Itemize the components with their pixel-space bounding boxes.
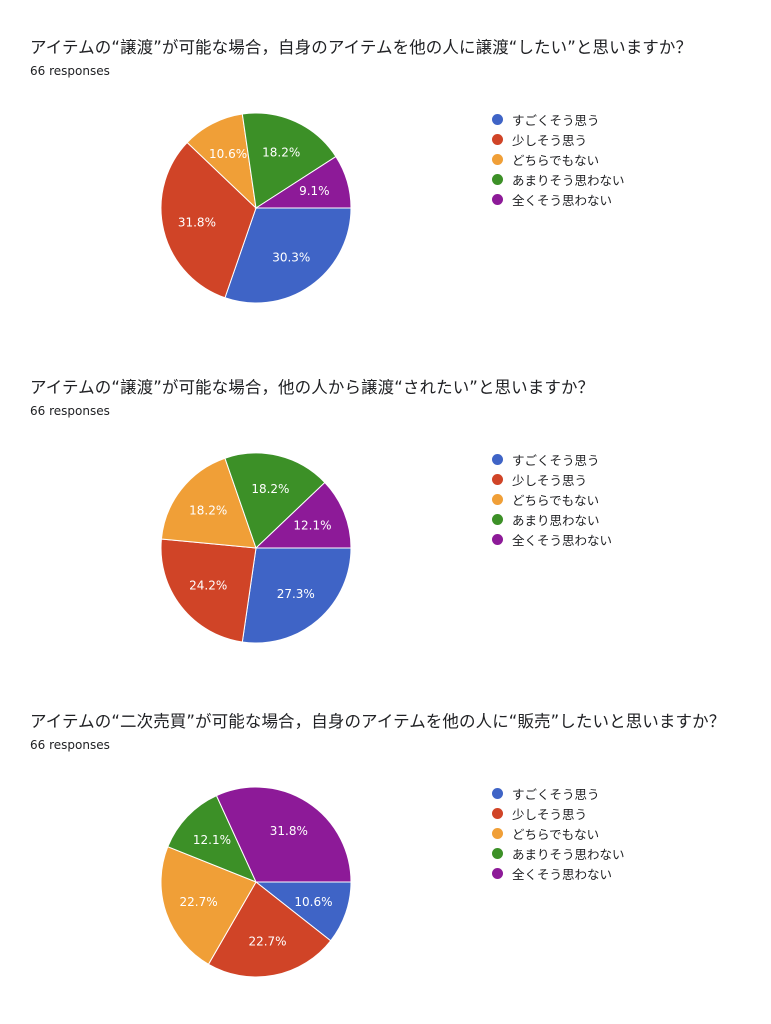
legend-label: あまりそう思わない [512,172,625,188]
legend-label: 全くそう思わない [512,866,613,882]
pie-slice-label: 22.7% [179,895,217,909]
legend-label: あまりそう思わない [512,846,625,862]
legend-swatch [492,787,503,799]
pie-slice [160,846,257,965]
pie-slice-label: 31.8% [178,215,216,229]
legend-item: すごくそう思う [492,783,625,803]
legend-swatch [492,493,503,505]
pie-slice [224,207,352,304]
legend-swatch [492,173,503,185]
legend-swatch [492,193,503,205]
legend-item: 全くそう思わない [492,529,612,549]
chart-3-pie: 10.6% 22.7% 22.7% 12.1% 31.8% [160,786,352,978]
chart-2-legend: すごくそう思う 少しそう思う どちらでもない あまり思わない 全くそう思わない [492,449,612,549]
legend-item: あまり思わない [492,509,612,529]
legend-item: どちらでもない [492,149,625,169]
pie-slice-label: 31.8% [270,824,308,838]
legend-label: あまり思わない [512,512,600,528]
legend-item: すごくそう思う [492,109,625,129]
pie-slice-label: 12.1% [193,833,231,847]
legend-swatch [492,533,503,545]
pie-slice-label: 18.2% [262,146,300,160]
legend-label: すごくそう思う [512,452,600,468]
chart-3-response-count: 66 responses [30,738,110,752]
legend-label: 少しそう思う [512,132,588,148]
legend-swatch [492,153,503,165]
pie-slice-label: 12.1% [293,518,331,532]
chart-1-legend: すごくそう思う 少しそう思う どちらでもない あまりそう思わない 全くそう思わな… [492,109,625,209]
chart-1-pie: 30.3% 31.8% 10.6% 18.2% 9.1% [160,112,352,304]
legend-label: どちらでもない [512,492,600,508]
chart-3-title: アイテムの“二次売買”が可能な場合，自身のアイテムを他の人に“販売”したいと思い… [30,712,726,731]
chart-1-title: アイテムの“譲渡”が可能な場合，自身のアイテムを他の人に譲渡“したい”と思います… [30,38,693,57]
legend-swatch [492,133,503,145]
legend-label: どちらでもない [512,826,600,842]
legend-item: どちらでもない [492,823,625,843]
legend-swatch [492,473,503,485]
legend-swatch [492,113,503,125]
legend-item: 少しそう思う [492,803,625,823]
pie-slice [241,112,337,209]
pie-slice [160,141,257,299]
pie-slice [207,881,332,978]
legend-label: すごくそう思う [512,786,600,802]
legend-swatch [492,807,503,819]
pie-slice-label: 24.2% [189,579,227,593]
legend-item: 全くそう思わない [492,189,625,209]
chart-2-title: アイテムの“譲渡”が可能な場合，他の人から譲渡“されたい”と思いますか？ [30,378,595,397]
chart-1-response-count: 66 responses [30,64,110,78]
pie-slice-label: 30.3% [272,251,310,265]
chart-3: アイテムの“二次売買”が可能な場合，自身のアイテムを他の人に“販売”したいと思い… [0,674,771,1004]
pie-slice-label: 9.1% [299,184,330,198]
legend-item: どちらでもない [492,489,612,509]
chart-2: アイテムの“譲渡”が可能な場合，他の人から譲渡“されたい”と思いますか？ 66 … [0,340,771,670]
pie-slice [167,794,257,883]
pie-slice-label: 10.6% [209,147,247,161]
legend-item: 少しそう思う [492,129,625,149]
chart-3-legend: すごくそう思う 少しそう思う どちらでもない あまりそう思わない 全くそう思わな… [492,783,625,883]
pie-slice-label: 18.2% [189,503,227,517]
legend-swatch [492,453,503,465]
legend-label: 少しそう思う [512,806,588,822]
legend-label: どちらでもない [512,152,600,168]
legend-item: 全くそう思わない [492,863,625,883]
legend-item: すごくそう思う [492,449,612,469]
pie-slice [254,155,352,209]
legend-swatch [492,513,503,525]
chart-2-response-count: 66 responses [30,404,110,418]
pie-slice-label: 18.2% [251,482,289,496]
pie-slice [224,452,326,549]
pie-slice [160,538,257,643]
chart-1: アイテムの“譲渡”が可能な場合，自身のアイテムを他の人に譲渡“したい”と思います… [0,0,771,330]
pie-slice [254,481,352,549]
pie-slice-label: 10.6% [294,895,332,909]
legend-label: 全くそう思わない [512,532,613,548]
legend-item: 少しそう思う [492,469,612,489]
legend-label: すごくそう思う [512,112,600,128]
pie-slice [241,547,352,644]
legend-label: 少しそう思う [512,472,588,488]
legend-item: あまりそう思わない [492,169,625,189]
pie-slice-label: 27.3% [277,587,315,601]
pie-slice [215,786,352,883]
legend-label: 全くそう思わない [512,192,613,208]
legend-swatch [492,867,503,879]
pie-slice-label: 22.7% [248,935,286,949]
chart-2-pie: 27.3% 24.2% 18.2% 18.2% 12.1% [160,452,352,644]
legend-swatch [492,847,503,859]
legend-item: あまりそう思わない [492,843,625,863]
legend-swatch [492,827,503,839]
